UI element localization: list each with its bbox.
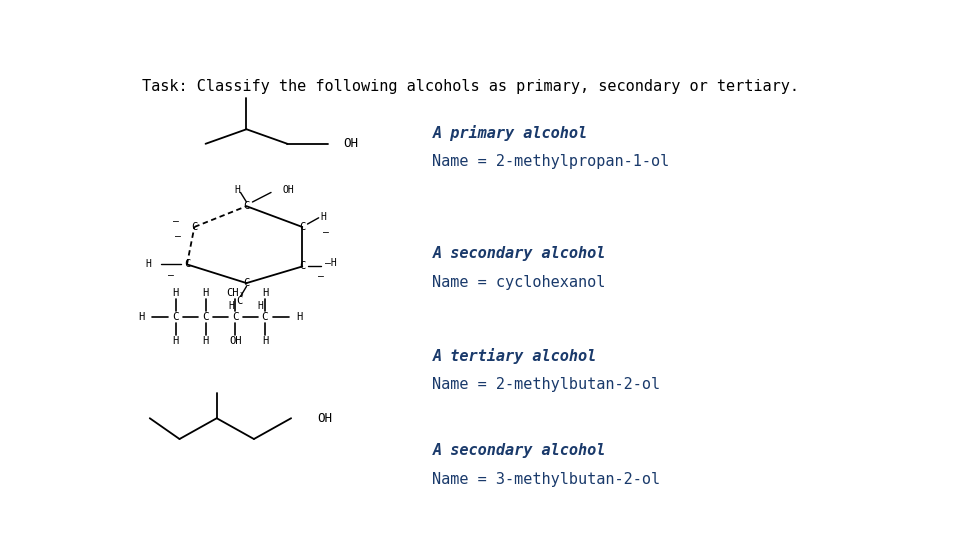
Text: C: C [300,222,305,232]
Text: C: C [262,312,269,322]
Text: H: H [145,259,152,269]
Text: A tertiary alcohol: A tertiary alcohol [432,348,597,363]
Text: C: C [243,201,250,211]
Text: H: H [262,288,268,299]
Text: A secondary alcohol: A secondary alcohol [432,246,606,261]
Text: Name = 2-methylpropan-1-ol: Name = 2-methylpropan-1-ol [432,154,670,169]
Text: H: H [234,185,241,195]
Text: C: C [173,312,180,322]
Text: —: — [168,270,174,280]
Text: —: — [175,231,181,241]
Text: Name = cyclohexanol: Name = cyclohexanol [432,275,606,290]
Text: H: H [321,212,326,221]
Text: A primary alcohol: A primary alcohol [432,125,588,141]
Text: H: H [203,336,208,346]
Text: —: — [318,271,324,281]
Text: OH: OH [344,137,358,150]
Text: H: H [173,336,179,346]
Text: H: H [138,312,145,322]
Text: OH: OH [229,336,242,346]
Text: A secondary alcohol: A secondary alcohol [432,443,606,458]
Text: C: C [203,312,209,322]
Text: H: H [228,301,234,311]
Text: C: C [300,261,305,272]
Text: H: H [257,301,263,311]
Text: OH: OH [282,185,294,195]
Text: CH₃: CH₃ [226,288,245,299]
Text: H: H [203,288,208,299]
Text: H: H [262,336,268,346]
Text: H: H [173,288,179,299]
Text: C: C [232,312,239,322]
Text: C: C [183,259,190,269]
Text: C: C [191,222,198,232]
Text: —H: —H [324,258,336,268]
Text: H: H [297,312,302,322]
Text: Name = 3-methylbutan-2-ol: Name = 3-methylbutan-2-ol [432,472,660,487]
Text: —: — [173,215,179,226]
Text: C: C [243,278,250,288]
Text: —: — [324,227,329,237]
Text: C: C [236,296,242,306]
Text: OH: OH [317,411,332,425]
Text: Task: Classify the following alcohols as primary, secondary or tertiary.: Task: Classify the following alcohols as… [142,79,800,94]
Text: Name = 2-methylbutan-2-ol: Name = 2-methylbutan-2-ol [432,377,660,392]
